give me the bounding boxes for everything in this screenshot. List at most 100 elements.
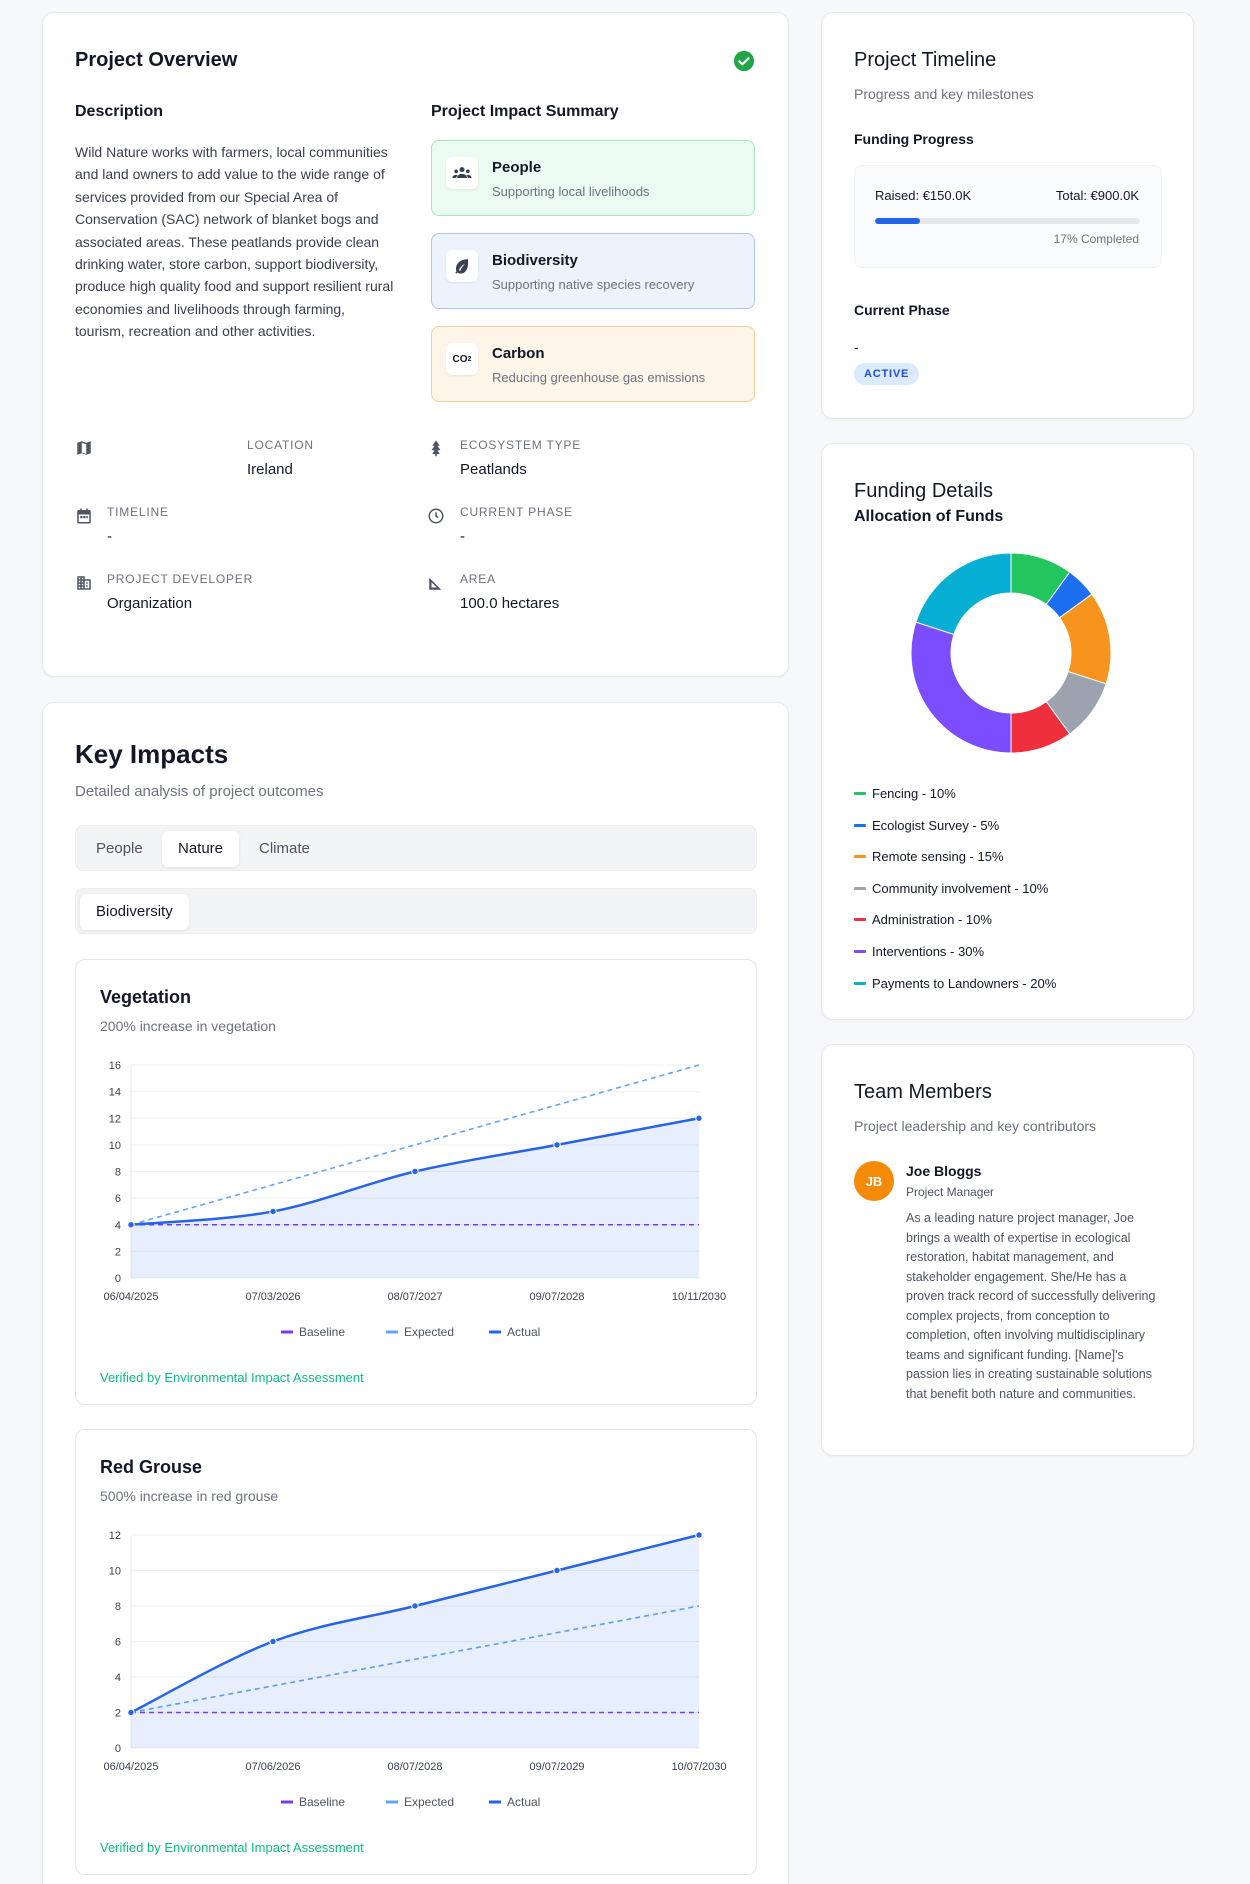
area-label: AREA bbox=[460, 572, 496, 586]
y-tick-label: 0 bbox=[115, 1273, 121, 1285]
key-impacts-card: Key Impacts Detailed analysis of project… bbox=[42, 702, 789, 1884]
x-tick-label: 07/06/2026 bbox=[245, 1761, 300, 1773]
current-phase-label: CURRENT PHASE bbox=[460, 505, 573, 519]
chart-subtitle: 200% increase in vegetation bbox=[100, 1018, 276, 1034]
data-point bbox=[269, 1637, 277, 1646]
impact-carbon: CO 2 Carbon Reducing greenhouse gas emiss… bbox=[431, 326, 755, 402]
chart-title: Red Grouse bbox=[100, 1457, 203, 1477]
legend-label: Interventions - 30% bbox=[872, 944, 985, 959]
y-tick-label: 10 bbox=[109, 1140, 121, 1152]
project-timeline-card: Project Timeline Progress and key milest… bbox=[821, 12, 1194, 419]
x-tick-label: 06/04/2025 bbox=[103, 1761, 158, 1773]
y-tick-label: 14 bbox=[109, 1087, 121, 1099]
co2-icon: CO 2 bbox=[446, 343, 478, 375]
data-point bbox=[553, 1141, 561, 1149]
data-point bbox=[553, 1566, 561, 1575]
funding-progress-bar bbox=[875, 218, 1140, 224]
x-tick-label: 09/07/2028 bbox=[529, 1291, 584, 1303]
legend-swatch bbox=[854, 950, 866, 953]
legend-item: Fencing - 10% bbox=[854, 786, 956, 801]
funding-details-card: Funding Details Allocation of Funds Fenc… bbox=[821, 443, 1194, 1020]
building-icon bbox=[77, 576, 91, 590]
y-tick-label: 12 bbox=[109, 1113, 121, 1125]
y-tick-label: 2 bbox=[115, 1708, 121, 1720]
x-tick-label: 08/07/2027 bbox=[387, 1291, 442, 1303]
y-tick-label: 4 bbox=[115, 1672, 121, 1684]
current-phase-value: - bbox=[460, 528, 465, 545]
x-tick-label: 06/04/2025 bbox=[103, 1291, 158, 1303]
chart-title: Vegetation bbox=[100, 987, 192, 1007]
vegetation-chart-card: Vegetation 200% increase in vegetation 0… bbox=[75, 959, 757, 1474]
team-title: Team Members bbox=[854, 1081, 992, 1103]
red-grouse-chart-card: Red Grouse 500% increase in red grouse 0… bbox=[75, 1429, 757, 1875]
legend-item: Payments to Landowners - 20% bbox=[854, 976, 1056, 991]
legend-swatch bbox=[854, 886, 866, 890]
legend-swatch bbox=[854, 855, 866, 859]
data-point bbox=[411, 1602, 419, 1610]
member-bio: As a leading nature project manager, Joe… bbox=[906, 1211, 1156, 1401]
impact-sub: Reducing greenhouse gas emissions bbox=[492, 370, 706, 385]
data-point bbox=[695, 1531, 703, 1539]
actual-area bbox=[131, 1118, 699, 1278]
people-icon bbox=[446, 157, 478, 189]
y-tick-label: 6 bbox=[115, 1193, 121, 1205]
subtab-biodiversity[interactable]: Biodiversity bbox=[80, 894, 189, 930]
tab-climate[interactable]: Climate bbox=[259, 840, 310, 857]
funding-progress-box: Raised: €150.0K Total: €900.0K 17% Compl… bbox=[854, 165, 1162, 268]
impact-label: Biodiversity bbox=[492, 252, 578, 269]
y-tick-label: 10 bbox=[109, 1566, 121, 1578]
data-point bbox=[127, 1708, 135, 1717]
legend-label: Community involvement - 10% bbox=[872, 880, 1049, 896]
legend-label: Actual bbox=[507, 1795, 540, 1809]
area-icon bbox=[429, 577, 442, 590]
map-icon bbox=[77, 441, 91, 455]
progress-text: 17% Completed bbox=[1053, 232, 1139, 246]
timeline-subtitle: Progress and key milestones bbox=[854, 86, 1034, 102]
legend-label: Payments to Landowners - 20% bbox=[872, 975, 1057, 991]
developer-value: Organization bbox=[107, 595, 193, 612]
calendar-icon bbox=[77, 508, 91, 524]
member-role: Project Manager bbox=[906, 1185, 995, 1199]
donut-slice bbox=[915, 552, 1012, 636]
team-subtitle: Project leadership and key contributors bbox=[854, 1118, 1097, 1134]
leaf-icon bbox=[446, 250, 478, 282]
x-tick-label: 07/03/2026 bbox=[245, 1291, 300, 1303]
legend-label: Expected bbox=[404, 1325, 454, 1339]
vegetation-chart: 0 2 4 6 8 10 12 14 16 06/04/2025 07/03/2026 08/07/2… bbox=[103, 1060, 726, 1339]
legend-swatch bbox=[854, 981, 866, 985]
key-impacts-subtitle: Detailed analysis of project outcomes bbox=[75, 783, 324, 800]
legend-label: Baseline bbox=[299, 1795, 345, 1809]
data-point bbox=[269, 1207, 277, 1216]
ecosystem-label: ECOSYSTEM TYPE bbox=[460, 438, 582, 452]
series-line-expected bbox=[130, 1605, 700, 1714]
y-tick-label: 8 bbox=[115, 1167, 121, 1179]
member-name: Joe Bloggs bbox=[906, 1163, 982, 1179]
x-tick-label: 08/07/2028 bbox=[387, 1761, 442, 1773]
funding-subtitle: Allocation of Funds bbox=[854, 508, 1004, 525]
impact-label: Carbon bbox=[492, 345, 545, 362]
verified-check-icon bbox=[733, 50, 755, 72]
legend-swatch bbox=[854, 823, 866, 827]
legend-label: Ecologist Survey - 5% bbox=[872, 817, 1000, 833]
y-tick-label: 4 bbox=[115, 1220, 121, 1232]
y-tick-label: 0 bbox=[115, 1743, 121, 1755]
legend-item: Community involvement - 10% bbox=[854, 881, 1048, 896]
data-point bbox=[411, 1167, 419, 1176]
ecosystem-value: Peatlands bbox=[460, 461, 527, 478]
timeline-title: Project Timeline bbox=[854, 49, 997, 71]
total-amount: Total: €900.0K bbox=[1055, 188, 1139, 203]
legend-swatch bbox=[854, 918, 866, 922]
funding-title: Funding Details bbox=[854, 480, 993, 502]
project-overview-card: Project Overview Description Wild Nature… bbox=[42, 12, 789, 677]
key-impacts-title: Key Impacts bbox=[75, 739, 229, 769]
tab-people[interactable]: People bbox=[96, 840, 143, 857]
tab-nature[interactable]: Nature bbox=[162, 831, 240, 867]
impact-biodiversity: Biodiversity Supporting native species r… bbox=[431, 233, 755, 309]
legend-label: Remote sensing - 15% bbox=[872, 849, 1004, 865]
y-tick-label: 12 bbox=[109, 1530, 121, 1542]
verified-text: Verified by Environmental Impact Assessm… bbox=[100, 1370, 364, 1385]
verified-text: Verified by Environmental Impact Assessm… bbox=[100, 1840, 364, 1855]
impact-label: People bbox=[492, 159, 542, 176]
legend-label: Baseline bbox=[299, 1325, 345, 1339]
impact-tabs: People Nature Climate bbox=[75, 825, 757, 871]
